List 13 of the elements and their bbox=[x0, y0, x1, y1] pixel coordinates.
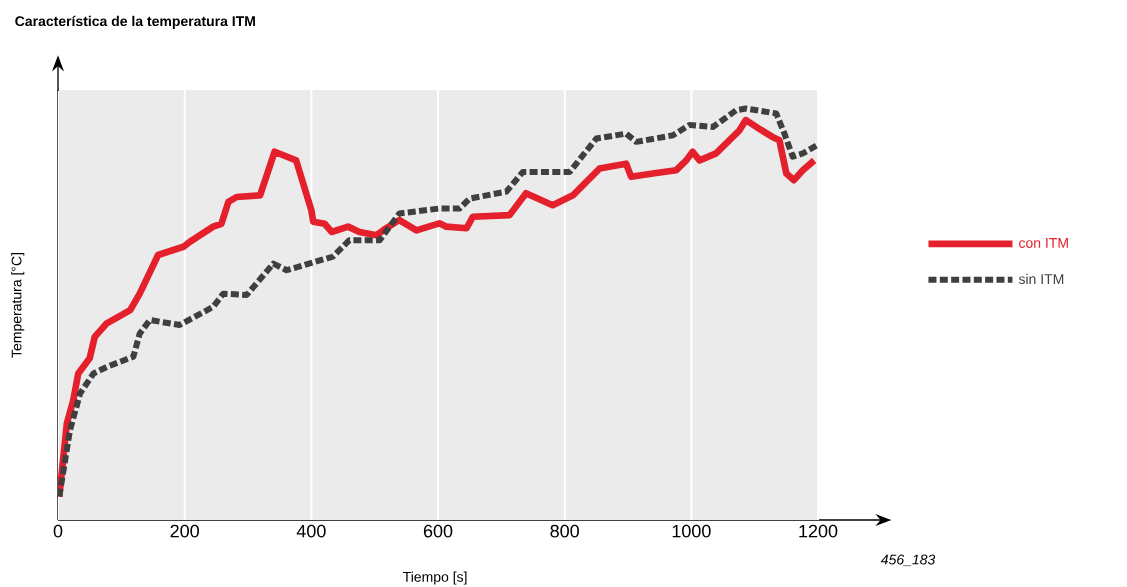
y-axis-title: Temperatura [°C] bbox=[11, 253, 25, 358]
x-tick-label: 1000 bbox=[672, 524, 711, 538]
text: 456_183 bbox=[880, 554, 936, 567]
x-tick-label: 400 bbox=[296, 524, 326, 538]
text: sin ITM bbox=[1018, 273, 1064, 285]
x-tick-label: 200 bbox=[170, 524, 199, 538]
x-tick-label: 600 bbox=[423, 524, 453, 538]
x-tick-label: 800 bbox=[550, 524, 579, 538]
text: con ITM bbox=[1019, 238, 1068, 248]
x-tick-label: 0 bbox=[53, 524, 63, 538]
x-axis-title: Tiempo [s] bbox=[402, 571, 467, 585]
chart-title: Característica de la temperatura ITM bbox=[15, 15, 255, 29]
x-tick-label: 1200 bbox=[799, 524, 838, 538]
